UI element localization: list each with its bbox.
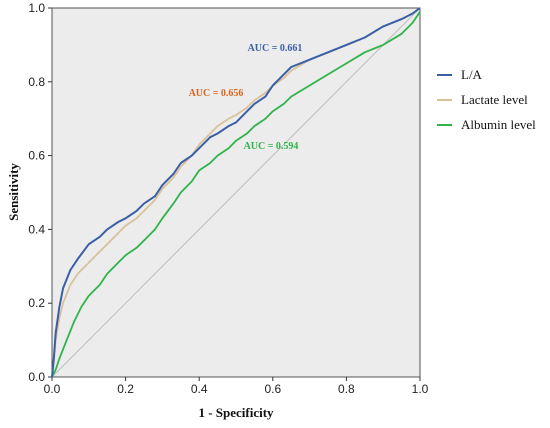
x-tick-label: 1.0 — [412, 382, 429, 396]
series-lines — [51, 7, 421, 378]
auc-annotations: AUC = 0.661 AUC = 0.656 AUC = 0.594 — [189, 43, 303, 152]
legend: L/A Lactate level Albumin level — [437, 67, 536, 132]
y-axis-title: Sensitivity — [6, 163, 21, 221]
x-tick-label: 0.2 — [117, 382, 134, 396]
legend-label-l-a: L/A — [461, 67, 483, 82]
plot-area — [51, 7, 421, 378]
x-tick-label: 0.4 — [191, 382, 208, 396]
y-tick-label: 0.2 — [28, 296, 45, 310]
axes: 0.0 0.2 0.4 0.6 0.8 1.0 0.0 0.2 0.4 0.6 0.8 1.0 — [28, 1, 428, 396]
x-axis-title: 1 - Specificity — [198, 405, 274, 420]
series-line-l-a — [51, 7, 421, 378]
legend-label-albumin-level: Albumin level — [461, 117, 536, 132]
x-tick-label: 0.0 — [44, 382, 61, 396]
y-tick-label: 0.8 — [28, 75, 45, 89]
auc-label-lactate-level: AUC = 0.656 — [189, 88, 244, 99]
reference-diagonal — [51, 7, 421, 378]
y-tick-label: 0.0 — [28, 370, 45, 384]
x-tick-label: 0.6 — [264, 382, 281, 396]
x-tick-label: 0.8 — [338, 382, 355, 396]
y-tick-label: 0.4 — [28, 222, 45, 236]
auc-label-albumin-level: AUC = 0.594 — [244, 141, 299, 152]
y-tick-label: 1.0 — [28, 1, 45, 15]
series-line-albumin-level — [51, 11, 421, 378]
legend-label-lactate-level: Lactate level — [461, 92, 528, 107]
y-tick-label: 0.6 — [28, 149, 45, 163]
auc-label-l-a: AUC = 0.661 — [248, 43, 303, 54]
